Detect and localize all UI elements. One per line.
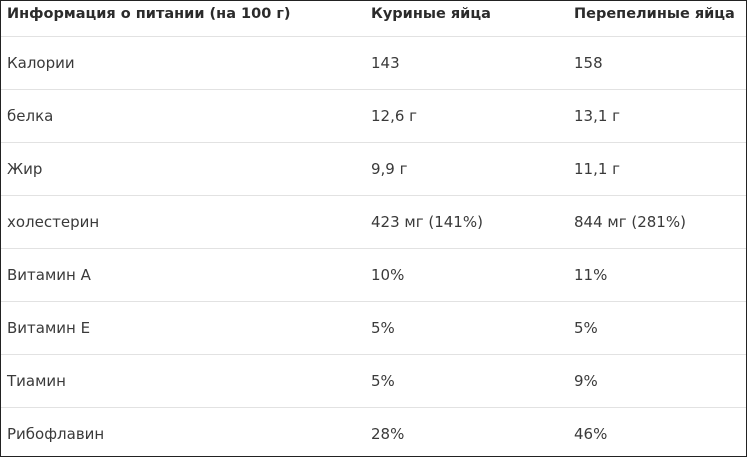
quail-egg-value-cell: 11,1 г	[569, 143, 746, 196]
nutrient-name-cell: Витамин А	[1, 249, 366, 302]
table-row: Витамин Е 5% 5%	[1, 302, 746, 355]
column-header-chicken-eggs: Куриные яйца	[366, 1, 569, 37]
table-row: белка 12,6 г 13,1 г	[1, 90, 746, 143]
chicken-egg-value-cell: 12,6 г	[366, 90, 569, 143]
table-row: Жир 9,9 г 11,1 г	[1, 143, 746, 196]
nutrient-name-cell: Рибофлавин	[1, 408, 366, 460]
nutrient-name-cell: Витамин Е	[1, 302, 366, 355]
quail-egg-value-cell: 844 мг (281%)	[569, 196, 746, 249]
table-row: Калории 143 158	[1, 37, 746, 90]
quail-egg-value-cell: 5%	[569, 302, 746, 355]
chicken-egg-value-cell: 9,9 г	[366, 143, 569, 196]
chicken-egg-value-cell: 143	[366, 37, 569, 90]
nutrient-name-cell: белка	[1, 90, 366, 143]
table-row: Тиамин 5% 9%	[1, 355, 746, 408]
table-row: холестерин 423 мг (141%) 844 мг (281%)	[1, 196, 746, 249]
nutrient-name-cell: Жир	[1, 143, 366, 196]
column-header-nutrition-info: Информация о питании (на 100 г)	[1, 1, 366, 37]
chicken-egg-value-cell: 423 мг (141%)	[366, 196, 569, 249]
quail-egg-value-cell: 11%	[569, 249, 746, 302]
quail-egg-value-cell: 46%	[569, 408, 746, 460]
chicken-egg-value-cell: 28%	[366, 408, 569, 460]
quail-egg-value-cell: 13,1 г	[569, 90, 746, 143]
nutrient-name-cell: холестерин	[1, 196, 366, 249]
table-row: Рибофлавин 28% 46%	[1, 408, 746, 460]
table-row: Витамин А 10% 11%	[1, 249, 746, 302]
table-header-row: Информация о питании (на 100 г) Куриные …	[1, 1, 746, 37]
quail-egg-value-cell: 9%	[569, 355, 746, 408]
nutrient-name-cell: Тиамин	[1, 355, 366, 408]
nutrient-name-cell: Калории	[1, 37, 366, 90]
chicken-egg-value-cell: 10%	[366, 249, 569, 302]
chicken-egg-value-cell: 5%	[366, 355, 569, 408]
quail-egg-value-cell: 158	[569, 37, 746, 90]
chicken-egg-value-cell: 5%	[366, 302, 569, 355]
column-header-quail-eggs: Перепелиные яйца	[569, 1, 746, 37]
